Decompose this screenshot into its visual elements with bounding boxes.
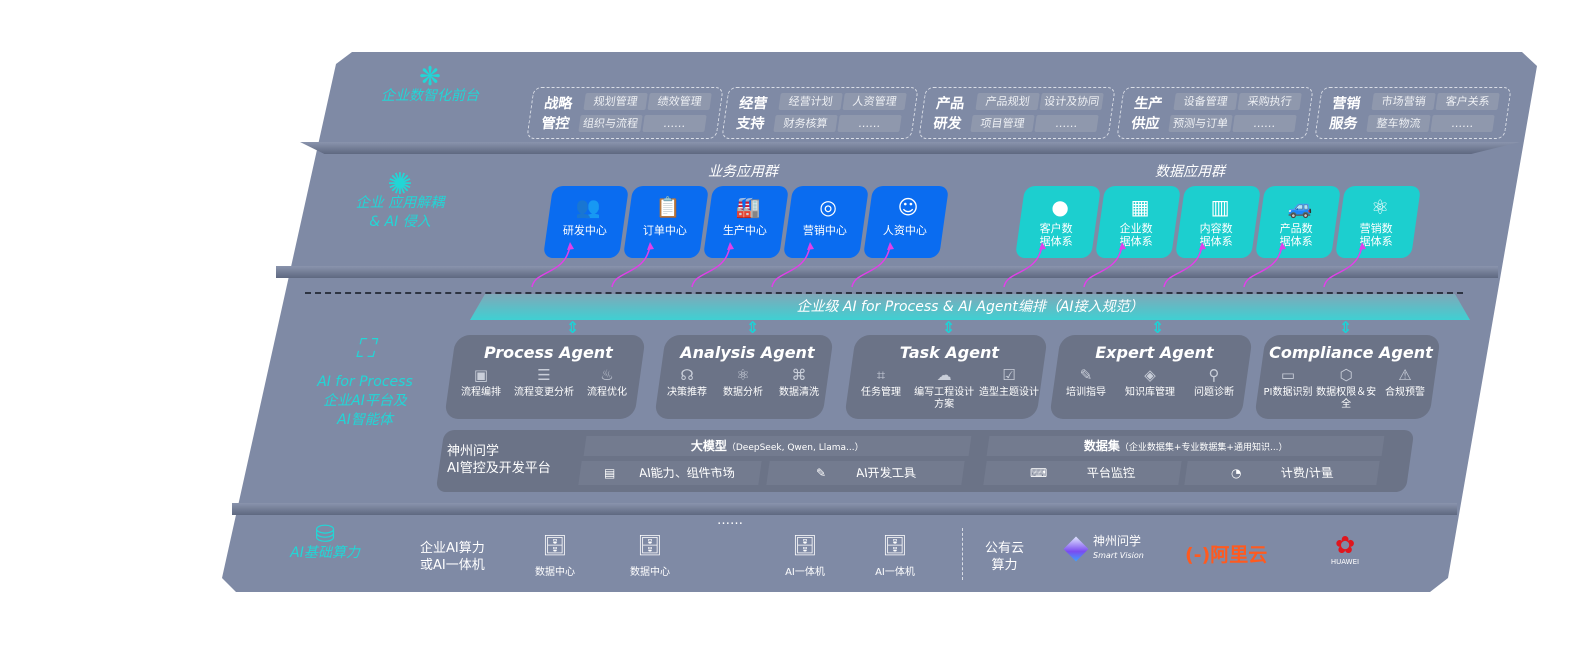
layer-divider xyxy=(276,266,1498,278)
market-tool[interactable]: ▤ AI能力、组件市场 xyxy=(578,461,762,485)
billing-tool[interactable]: ◔ 计费/计量 xyxy=(1184,461,1380,485)
compute-node-label: 数据中心 xyxy=(630,567,670,578)
layer-label: AI基础算力 xyxy=(290,545,360,561)
connector-arrow-icon xyxy=(1119,242,1126,250)
connector-arrow-icon xyxy=(1039,242,1046,250)
model-detail: （DeepSeek, Qwen, Llama...） xyxy=(726,443,864,453)
provider-name: 阿里云 xyxy=(1210,544,1268,566)
layer-label: 企业 应用解耦 xyxy=(355,195,445,211)
compute-node: 🗄 数据中心 xyxy=(525,533,585,578)
compute-node: 🗄 数据中心 xyxy=(620,533,680,578)
layer-label: & AI 侵入 xyxy=(369,214,431,230)
layer-front: ❋ 企业数智化前台 xyxy=(375,62,485,106)
layer-label: AI智能体 xyxy=(337,412,393,428)
cloud-title: 公有云 算力 xyxy=(985,540,1024,574)
compute-title: 企业AI算力 或AI一体机 xyxy=(420,540,485,574)
compute-node-label: AI一体机 xyxy=(785,567,825,578)
divider-dashed xyxy=(305,292,1463,294)
compute-node-label: 数据中心 xyxy=(535,567,575,578)
provider-name: 神州问学 xyxy=(1093,534,1142,548)
layer-ai: ⛶ AI for Process 企业AI平台及 AI智能体 xyxy=(305,334,425,430)
connector-line xyxy=(1003,245,1043,288)
market-icon: ▤ xyxy=(604,466,616,480)
huawei-logo-icon: ✿ xyxy=(1334,531,1356,559)
connector-line xyxy=(851,245,891,288)
compute-node-label: AI一体机 xyxy=(875,567,915,578)
dataset-label: 数据集 xyxy=(1083,439,1120,453)
compute-divider xyxy=(962,528,963,580)
cloud-title-line: 公有云 xyxy=(985,541,1025,556)
compute-node: 🗄 AI一体机 xyxy=(775,533,835,578)
tool-label: AI开发工具 xyxy=(854,466,917,480)
connector-line xyxy=(611,245,651,288)
server-icon: 🗄 xyxy=(542,533,568,557)
face-scan-icon: ⛶ xyxy=(355,334,375,364)
model-label: 大模型 xyxy=(690,439,727,453)
compute-title-line: 企业AI算力 xyxy=(420,541,485,556)
layer-label: AI for Process xyxy=(317,374,413,390)
connector-line xyxy=(531,245,571,288)
dev-tool-icon: ✎ xyxy=(815,466,826,480)
data-apps-title: 数据应用群 xyxy=(1155,164,1225,180)
connector-arrow-icon xyxy=(727,242,734,250)
aliyun-logo-icon: (-) xyxy=(1185,544,1211,566)
provider-smart-vision: 神州问学 Smart Vision xyxy=(1063,534,1144,562)
compute-node: 🗄 AI一体机 xyxy=(865,533,925,578)
platform-title-line: 神州问学 xyxy=(447,444,500,459)
bidirectional-arrow-icon: ⇕ xyxy=(942,318,956,337)
database-icon: ⛁ xyxy=(314,520,336,548)
provider-name: HUAWEI xyxy=(1330,558,1360,566)
tool-label: 平台监控 xyxy=(1086,466,1137,480)
bidirectional-arrow-icon: ⇕ xyxy=(566,318,580,337)
connector-line xyxy=(1083,245,1123,288)
monitor-icon: ⌨ xyxy=(1029,466,1048,480)
monitor-tool[interactable]: ⌨ 平台监控 xyxy=(983,461,1182,485)
connector-line xyxy=(1323,245,1363,288)
layer-divider xyxy=(232,503,1457,515)
gauge-icon: ◔ xyxy=(1230,466,1242,480)
model-bar: 大模型（DeepSeek, Qwen, Llama...） xyxy=(583,436,972,456)
business-apps-title: 业务应用群 xyxy=(708,164,778,180)
server-icon: 🗄 xyxy=(792,533,818,557)
tool-label: 计费/计量 xyxy=(1280,466,1335,480)
connector-line xyxy=(771,245,811,288)
bidirectional-arrow-icon: ⇕ xyxy=(746,318,760,337)
connector-arrow-icon xyxy=(567,242,574,250)
connector-arrow-icon xyxy=(1279,242,1286,250)
connector-arrow-icon xyxy=(1359,242,1366,250)
smart-vision-logo-icon xyxy=(1063,536,1089,561)
dev-tool[interactable]: ✎ AI开发工具 xyxy=(766,461,965,485)
connector-arrow-icon xyxy=(887,242,894,250)
layer-label: 企业AI平台及 xyxy=(323,393,407,409)
platform-title-line: AI管控及开发平台 xyxy=(447,461,551,476)
orchestration-band: 企业级 AI for Process & AI Agent编排（AI接入规范） xyxy=(470,294,1470,320)
connector-arrow-icon xyxy=(807,242,814,250)
provider-huawei: ✿ HUAWEI xyxy=(1320,532,1370,566)
tool-label: AI能力、组件市场 xyxy=(638,466,737,480)
layer-label: 企业数智化前台 xyxy=(381,88,479,104)
connector-line xyxy=(1243,245,1283,288)
connector-arrow-icon xyxy=(1199,242,1206,250)
bidirectional-arrow-icon: ⇕ xyxy=(1151,318,1165,337)
dataset-detail: （企业数据集+专业数据集+通用知识...） xyxy=(1119,443,1288,453)
connector-arrow-icon xyxy=(647,242,654,250)
brain-icon: ❋ xyxy=(419,62,441,92)
provider-aliyun: (-)阿里云 xyxy=(1185,540,1267,567)
layer-apps: ✺ 企业 应用解耦 & AI 侵入 xyxy=(340,170,460,232)
connector-line xyxy=(1163,245,1203,288)
server-icon: 🗄 xyxy=(882,533,908,557)
layer-divider xyxy=(300,142,1520,154)
server-icon: 🗄 xyxy=(637,533,663,557)
dataset-bar: 数据集（企业数据集+专业数据集+通用知识...） xyxy=(986,436,1385,456)
connector-line xyxy=(691,245,731,288)
cloud-title-line: 算力 xyxy=(991,558,1018,573)
compute-title-line: 或AI一体机 xyxy=(420,558,485,573)
layer-compute: ⛁ AI基础算力 xyxy=(270,520,380,563)
platform-title: 神州问学 AI管控及开发平台 xyxy=(447,443,551,477)
compute-node: …… xyxy=(700,513,760,554)
bidirectional-arrow-icon: ⇕ xyxy=(1339,318,1353,337)
provider-sub: Smart Vision xyxy=(1093,551,1144,560)
compute-node-label: …… xyxy=(717,513,743,528)
